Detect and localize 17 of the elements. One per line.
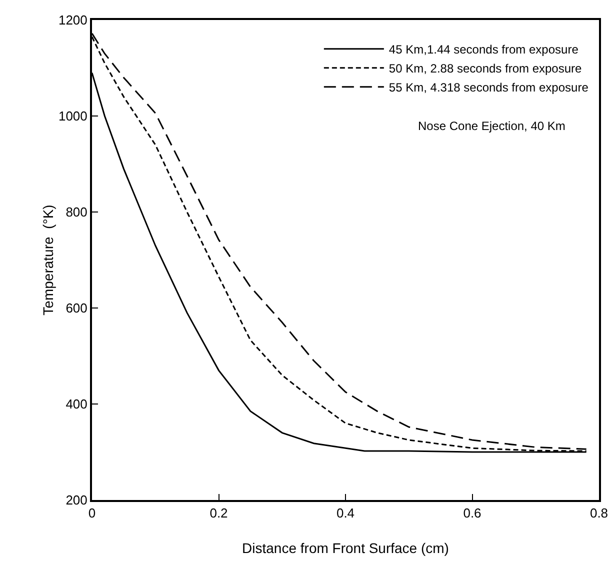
x-tick-label: 0.8	[590, 506, 608, 521]
legend-label: 50 Km, 2.88 seconds from exposure	[388, 62, 582, 76]
x-tick-label: 0.6	[463, 506, 482, 521]
x-axis-title: Distance from Front Surface (cm)	[242, 540, 449, 556]
y-tick-label: 1200	[58, 12, 88, 28]
x-tick-label: 0	[88, 506, 96, 521]
legend-label: 55 Km, 4.318 seconds from exposure	[388, 80, 589, 95]
legend-label: 45 Km,1.44 seconds from exposure	[388, 42, 579, 57]
y-tick-label: 800	[66, 204, 88, 220]
y-tick-label: 1000	[58, 108, 88, 124]
y-tick-label: 600	[66, 300, 88, 316]
y-tick-label: 200	[66, 492, 88, 508]
x-tick-label: 0.2	[210, 506, 228, 521]
annotation: Nose Cone Ejection, 40 Km	[418, 119, 566, 133]
x-tick-label: 0.4	[336, 506, 355, 521]
y-tick-label: 400	[66, 396, 88, 412]
y-axis-title: Temperature (°K)	[40, 204, 56, 316]
